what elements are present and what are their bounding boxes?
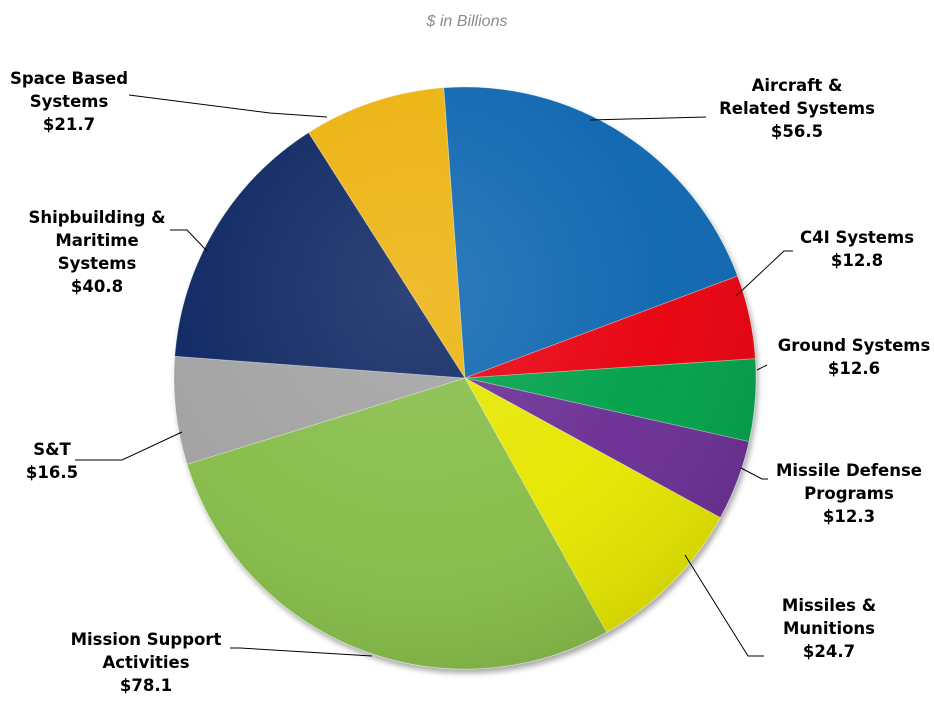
leader-line-missile-defense-programs	[740, 467, 768, 480]
leader-line-mission-support-activities	[230, 647, 373, 657]
leader-line-shipbuilding-and-maritime-systems	[170, 229, 208, 252]
slice-name-line: Programs	[804, 484, 894, 503]
slice-value-label: $21.7	[43, 115, 95, 134]
leader-lines	[75, 94, 793, 657]
slice-name-line: Related Systems	[719, 99, 875, 118]
leader-line-sandt	[75, 431, 183, 461]
leader-line-ground-systems	[756, 364, 768, 371]
slice-value-label: $78.1	[120, 676, 172, 695]
slice-label-aircraft-and-related-systems: Aircraft & Related Systems $56.5	[719, 76, 875, 141]
slice-name-line: Systems	[30, 92, 109, 111]
slice-name-line: Shipbuilding &	[28, 208, 165, 227]
slice-value-label: $12.8	[831, 251, 883, 270]
pie-slices	[173, 86, 757, 670]
slice-value-label: $24.7	[803, 642, 855, 661]
slice-name-line: S&T	[33, 440, 71, 459]
slice-name-line: Missiles &	[782, 596, 876, 615]
slice-name-line: Activities	[102, 653, 189, 672]
slice-label-mission-support-activities: Mission Support Activities $78.1	[71, 630, 222, 695]
slice-label-ground-systems: Ground Systems $12.6	[778, 336, 931, 378]
slice-value-label: $16.5	[26, 463, 78, 482]
slice-label-missile-defense-programs: Missile Defense Programs $12.3	[776, 461, 922, 526]
slice-value-label: $56.5	[771, 122, 823, 141]
chart-subtitle: $ in Billions	[426, 13, 508, 30]
slice-value-label: $12.6	[828, 359, 880, 378]
slice-name-line: Missile Defense	[776, 461, 922, 480]
slice-name-line: Mission Support	[71, 630, 222, 649]
leader-line-c4i-systems	[735, 250, 793, 297]
slice-label-missiles-and-munitions: Missiles & Munitions $24.7	[782, 596, 876, 661]
slice-label-c4i-systems: C4I Systems $12.8	[800, 228, 914, 270]
leader-line-aircraft-and-related-systems	[589, 116, 707, 121]
slice-labels: Aircraft & Related Systems $56.5 C4I System…	[10, 69, 931, 695]
slice-name-line: Munitions	[783, 619, 875, 638]
slice-value-label: $12.3	[823, 507, 875, 526]
slice-name-line: C4I Systems	[800, 228, 914, 247]
slice-name-line: Systems	[58, 254, 137, 273]
slice-name-line: Maritime	[55, 231, 138, 250]
slice-name-line: Ground Systems	[778, 336, 931, 355]
slice-value-label: $40.8	[71, 277, 123, 296]
slice-name-line: Space Based	[10, 69, 128, 88]
leader-line-space-based-systems	[128, 94, 328, 118]
slice-label-space-based-systems: Space Based Systems $21.7	[10, 69, 128, 134]
leader-line-missiles-and-munitions	[684, 554, 764, 657]
slice-label-sandt: S&T $16.5	[26, 440, 78, 482]
slice-name-line: Aircraft &	[752, 76, 843, 95]
slice-label-shipbuilding-and-maritime-systems: Shipbuilding & Maritime Systems $40.8	[28, 208, 165, 296]
